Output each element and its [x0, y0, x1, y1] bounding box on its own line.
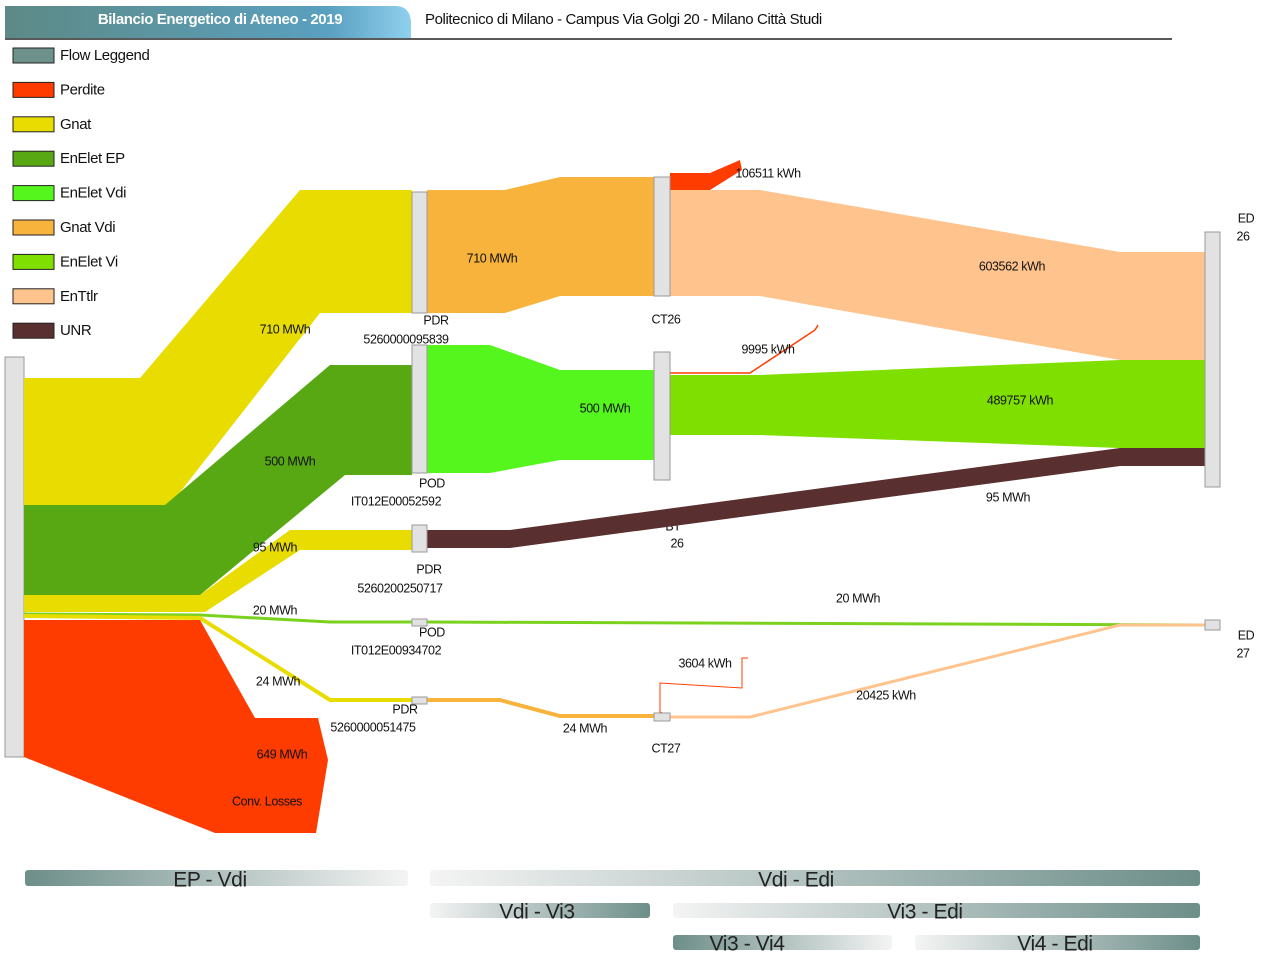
flow-label: 9995 kWh	[741, 342, 795, 356]
legend-swatch	[12, 322, 55, 339]
legend-label: EnTtlr	[60, 288, 98, 305]
flow-label: 95 MWh	[986, 490, 1031, 504]
flow-label: 489757 kWh	[987, 393, 1054, 407]
phase-label: EP - Vdi	[173, 869, 246, 892]
node-label: ED	[1238, 628, 1255, 642]
node-label: ED	[1238, 211, 1255, 225]
node-code: IT012E00934702	[351, 643, 442, 657]
legend-swatch	[12, 116, 55, 133]
legend-label: EnElet EP	[60, 150, 125, 167]
node-label: PDR	[423, 313, 449, 327]
flow-label: Conv. Losses	[232, 794, 302, 808]
legend-label: Gnat	[60, 116, 92, 133]
node-code: 26	[1236, 229, 1250, 243]
flow-label: 24 MWh	[256, 674, 301, 688]
node	[653, 176, 671, 297]
node	[411, 618, 428, 627]
legend-label: Gnat Vdi	[60, 219, 115, 236]
node	[411, 524, 428, 553]
node-code: 27	[1236, 646, 1250, 660]
title: Bilancio Energetico di Ateneo - 2019	[98, 11, 342, 28]
legend-label: Flow Leggend	[60, 47, 149, 64]
legend-swatch	[12, 185, 55, 202]
flow-unr	[427, 448, 1205, 548]
flow-24mwh-b	[427, 698, 654, 718]
legend-swatch	[12, 219, 55, 236]
flow-label: 710 MWh	[467, 251, 518, 265]
phase-bar	[915, 935, 1200, 950]
node	[411, 696, 428, 705]
flow-20mwh	[23, 612, 412, 624]
subtitle: Politecnico di Milano - Campus Via Golgi…	[425, 11, 822, 28]
phase-label: Vdi - Edi	[758, 869, 834, 892]
legend-swatch	[12, 47, 55, 64]
node-label: PDR	[416, 562, 442, 576]
node-label: POD	[419, 476, 445, 490]
flow-label: 20 MWh	[253, 603, 298, 617]
node-label: CT27	[652, 741, 681, 755]
node-code: 5260000051475	[330, 720, 416, 734]
flow-label: 20425 kWh	[856, 688, 916, 702]
phase-label: Vi3 - Edi	[887, 901, 962, 924]
phase-bar	[25, 870, 408, 886]
phase-label: Vi4 - Edi	[1017, 933, 1092, 956]
phase-bar	[673, 903, 1200, 918]
flow-enelet-vdi	[427, 345, 654, 473]
flow-label: 24 MWh	[563, 721, 608, 735]
legend: Flow Leggend Perdite Gnat EnElet EP EnElet V…	[12, 47, 150, 339]
node-label: POD	[419, 625, 445, 639]
legend-swatch	[12, 288, 55, 305]
node-label: PDR	[392, 702, 418, 716]
node	[653, 712, 671, 722]
legend-label: EnElet Vdi	[60, 185, 126, 202]
source-node	[4, 356, 25, 758]
legend-swatch	[12, 81, 55, 98]
legend-label: EnElet Vi	[60, 253, 118, 270]
phase-label: Vdi - Vi3	[499, 901, 574, 924]
legend-label: Perdite	[60, 81, 105, 98]
legend-swatch	[12, 150, 55, 167]
node-code: 26	[670, 536, 684, 550]
flow-label: 3604 kWh	[678, 656, 732, 670]
flow-enelet-vi	[670, 360, 1205, 448]
flow-label: 649 MWh	[257, 747, 308, 761]
phase-bar	[430, 870, 1200, 886]
node-code: IT012E00052592	[351, 494, 442, 508]
node-code: 5260000095839	[363, 332, 449, 346]
node-label: CT26	[652, 312, 681, 326]
flow-loss-ct26	[670, 160, 742, 190]
flow-24mwh	[23, 614, 412, 702]
phase-label: Vi3 - Vi4	[709, 933, 785, 956]
legend-swatch	[12, 253, 55, 270]
flow-label: 95 MWh	[253, 540, 298, 554]
legend-label: UNR	[60, 322, 92, 339]
phase-bar	[673, 935, 892, 950]
flow-label: 603562 kWh	[979, 259, 1046, 273]
flow-gnat-vdi	[427, 177, 654, 313]
node	[411, 191, 428, 314]
flow-label: 106511 kWh	[735, 166, 801, 180]
flow-enelet-ep	[24, 365, 412, 595]
flow-20mwh-b	[426, 620, 1206, 627]
node	[411, 344, 428, 474]
node	[653, 351, 671, 481]
node-code: 5260200250717	[357, 581, 443, 595]
node	[1204, 231, 1221, 488]
flow-loss-9995	[670, 324, 819, 374]
header-tab	[5, 6, 411, 38]
flow-losses	[24, 620, 328, 833]
flow-gnat	[24, 190, 412, 505]
flow-enttlr-27	[670, 623, 1205, 719]
node	[1204, 619, 1221, 631]
flow-label: 710 MWh	[260, 322, 311, 336]
flow-label: 500 MWh	[580, 401, 631, 415]
flow-gnat-small	[24, 530, 412, 612]
flow-label: 20 MWh	[836, 591, 881, 605]
flow-label: 500 MWh	[265, 454, 316, 468]
phase-bar	[430, 903, 650, 918]
flow-enttlr	[670, 190, 1205, 360]
